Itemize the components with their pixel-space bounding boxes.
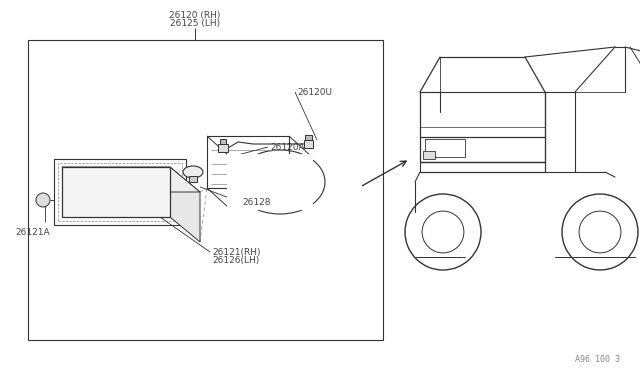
Polygon shape — [62, 167, 200, 192]
Text: 26120U: 26120U — [297, 87, 332, 96]
Circle shape — [36, 193, 50, 207]
Bar — [304, 140, 313, 148]
Bar — [227, 154, 313, 210]
Text: 26126(LH): 26126(LH) — [212, 256, 259, 264]
Text: 26128: 26128 — [242, 198, 271, 206]
Text: 26120A: 26120A — [270, 142, 305, 151]
Text: 26120 (RH): 26120 (RH) — [170, 11, 221, 20]
Ellipse shape — [183, 166, 203, 178]
Text: 26121A: 26121A — [16, 228, 51, 237]
Bar — [62, 167, 170, 217]
Bar — [189, 176, 197, 182]
Bar — [28, 40, 383, 340]
Text: 26125 (LH): 26125 (LH) — [170, 19, 220, 28]
Polygon shape — [170, 167, 200, 242]
Bar — [423, 151, 435, 159]
Bar — [218, 144, 228, 152]
Text: 26121(RH): 26121(RH) — [212, 247, 260, 257]
Bar — [305, 135, 312, 140]
Bar — [220, 139, 226, 144]
Text: A96 100 3: A96 100 3 — [575, 355, 620, 364]
Bar — [54, 159, 186, 225]
Bar — [58, 163, 182, 221]
